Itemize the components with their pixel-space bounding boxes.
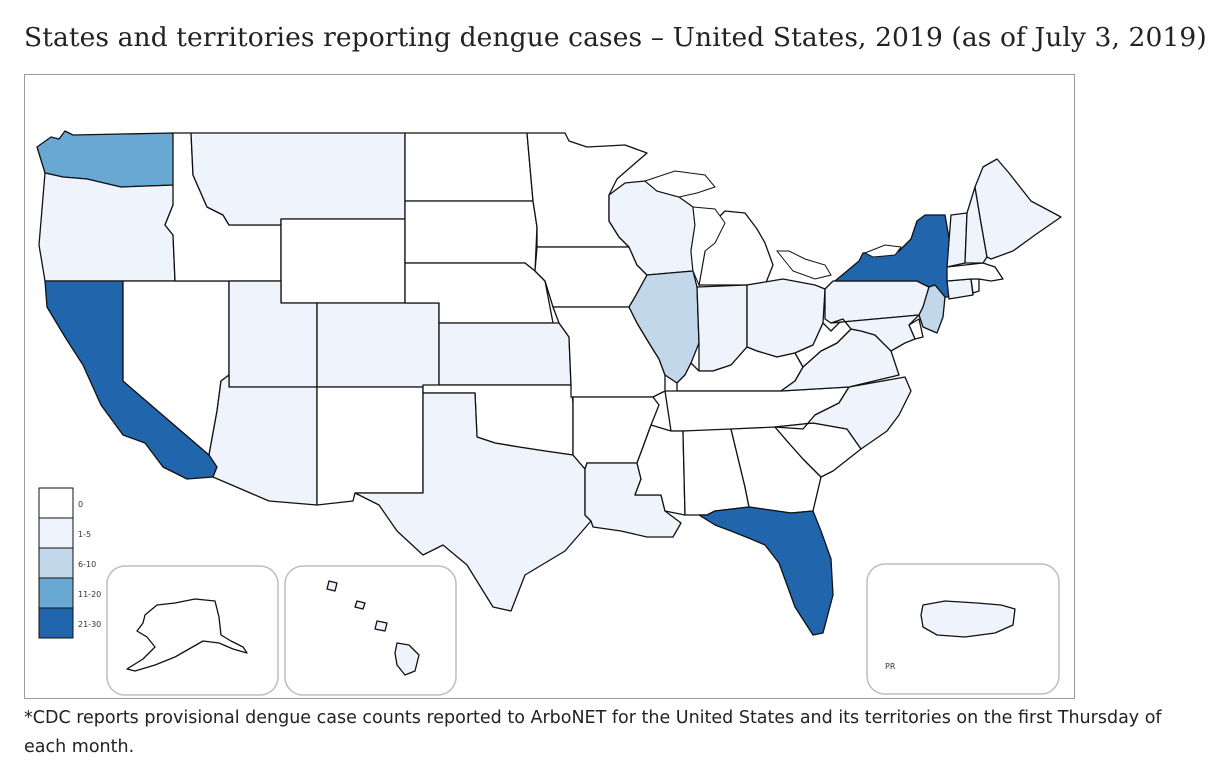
legend-label: 0 (78, 500, 83, 509)
legend-label: 11-20 (78, 590, 101, 599)
state-ct (946, 278, 974, 300)
legend: 0 1-5 6-10 11-20 21-30 (38, 487, 101, 639)
state-co (316, 302, 440, 388)
state-nc (774, 376, 912, 450)
state-ri (970, 278, 980, 294)
state-az (208, 374, 318, 506)
us-map: PR 0 1-5 6-10 11-20 21-30 (36, 130, 1062, 696)
state-ak (126, 598, 248, 672)
map-title: States and territories reporting dengue … (24, 22, 1207, 53)
state-hi (394, 642, 420, 676)
map-panel: PR 0 1-5 6-10 11-20 21-30 (24, 74, 1075, 699)
state-hi (354, 600, 366, 610)
state-ma (946, 262, 1004, 282)
lake-2 (643, 170, 716, 198)
legend-label: 21-30 (78, 620, 101, 629)
state-wy (280, 218, 406, 304)
puerto-rico-label: PR (885, 662, 896, 671)
state-sd (404, 200, 538, 272)
state-nj (918, 284, 946, 334)
state-pr (920, 600, 1016, 638)
state-or (38, 172, 176, 282)
state-nm (316, 386, 424, 506)
legend-swatch (38, 547, 74, 579)
states-layer (36, 130, 1062, 636)
state-fl (698, 506, 834, 636)
lake-1 (690, 206, 726, 287)
state-me (974, 158, 1062, 260)
state-ks (438, 322, 572, 386)
legend-label: 1-5 (78, 530, 91, 539)
legend-swatch (38, 607, 74, 639)
lake-4 (863, 244, 902, 258)
state-mt (190, 132, 406, 226)
state-md (830, 314, 920, 352)
state-hi (326, 580, 338, 592)
legend-swatch (38, 517, 74, 549)
state-hi (374, 620, 388, 632)
state-ms (634, 424, 686, 516)
legend-swatch (38, 577, 74, 609)
state-ia (534, 246, 648, 308)
state-nd (404, 132, 534, 202)
legend-label: 6-10 (78, 560, 96, 569)
state-tx (354, 392, 592, 612)
lake-3 (775, 250, 832, 280)
hawaii-inset-frame (284, 565, 457, 696)
legend-swatch (38, 487, 74, 519)
footnote: *CDC reports provisional dengue case cou… (24, 708, 1162, 757)
state-vt (946, 212, 968, 268)
